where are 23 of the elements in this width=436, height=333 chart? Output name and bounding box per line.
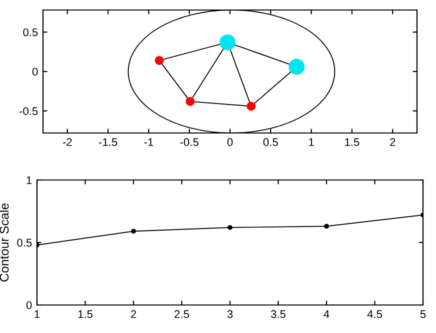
x-tick-label: 1.5 <box>78 310 93 318</box>
x-tick-label: 3 <box>227 310 233 318</box>
x-tick-label: 2 <box>130 310 136 318</box>
y-tick-label: 1 <box>26 176 32 184</box>
x-tick-label: 1.5 <box>345 138 360 146</box>
x-tick-label: 0 <box>227 138 233 146</box>
x-tick-label: 0.5 <box>263 138 278 146</box>
y-tick-label: 0 <box>26 301 32 310</box>
y-tick-label: 0.5 <box>17 238 32 247</box>
x-tick-label: 4.5 <box>367 310 382 318</box>
x-tick-label: 2 <box>390 138 396 146</box>
x-tick-label: -1.5 <box>98 138 118 146</box>
x-tick-label: -2 <box>62 138 72 146</box>
x-tick-label: -1 <box>144 138 154 146</box>
y-tick-label: -0.5 <box>19 107 38 116</box>
y-tick-label: 0 <box>32 68 38 76</box>
x-tick-label: 1 <box>309 138 314 146</box>
x-tick-label: -0.5 <box>180 138 198 146</box>
x-tick-label: 4 <box>324 310 330 318</box>
x-tick-label: 5 <box>420 310 426 318</box>
x-tick-label: 3.5 <box>270 310 286 318</box>
y-tick-label: 0.5 <box>23 28 38 36</box>
x-tick-label: 2.5 <box>174 310 190 318</box>
